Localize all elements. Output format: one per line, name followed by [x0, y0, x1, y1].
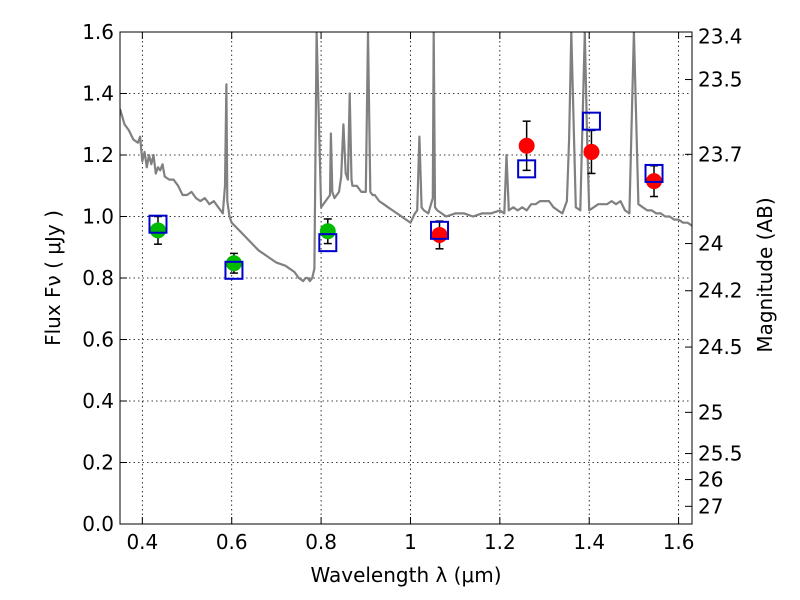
model-square-marker: [581, 111, 601, 131]
x-tick-label: 1: [404, 530, 417, 554]
right-tick-label: 25.5: [698, 442, 743, 466]
axis-ticks: 0.4 0.6 0.8 1 1.2 1.4 1.6 0.0 0.2 0.4 0.6 0.8 1.0 1.2…: [82, 20, 742, 554]
y-tick-label: 0.6: [82, 328, 114, 352]
model-square-marker: [644, 163, 664, 183]
model-square-marker: [148, 214, 168, 234]
right-tick-label: 23.5: [698, 68, 743, 92]
x-axis-label: Wavelength λ (μm): [310, 563, 501, 587]
y-tick-label: 1.4: [82, 82, 114, 106]
right-tick-label: 24.5: [698, 335, 743, 359]
y-tick-label: 0.8: [82, 266, 114, 290]
x-tick-label: 0.4: [126, 530, 158, 554]
model-square-marker: [224, 260, 244, 280]
red-data-point: [518, 137, 535, 154]
model-square-marker: [430, 220, 450, 240]
x-tick-label: 0.8: [305, 530, 337, 554]
right-tick-label: 23.4: [698, 25, 743, 49]
grid-lines: [120, 32, 692, 524]
right-tick-label: 25: [698, 400, 723, 424]
y-tick-label: 1.0: [82, 205, 114, 229]
data-markers: [148, 111, 664, 280]
y-axis-label: Flux Fν ( μJy ): [41, 210, 65, 346]
y-tick-label: 1.6: [82, 20, 114, 44]
model-spectrum: [120, 32, 692, 283]
x-tick-label: 1.6: [663, 530, 695, 554]
green-data-point: [225, 255, 242, 272]
y-tick-label: 0.0: [82, 512, 114, 536]
green-data-point: [319, 223, 336, 240]
y-tick-label: 1.2: [82, 143, 114, 167]
red-data-point: [583, 143, 600, 160]
right-tick-label: 26: [698, 468, 723, 492]
model-square-marker: [517, 159, 537, 179]
y-tick-label: 0.4: [82, 389, 114, 413]
model-square-marker: [318, 233, 338, 253]
right-axis-label: Magnitude (AB): [753, 197, 777, 352]
y-tick-label: 0.2: [82, 451, 114, 475]
red-data-point: [431, 226, 448, 243]
x-tick-label: 1.4: [573, 530, 605, 554]
right-tick-label: 24.2: [698, 279, 743, 303]
right-tick-label: 27: [698, 494, 723, 518]
right-tick-label: 24: [698, 232, 723, 256]
green-data-point: [149, 222, 166, 239]
x-tick-label: 0.6: [216, 530, 248, 554]
spectrum-line: [120, 32, 692, 283]
x-tick-label: 1.2: [484, 530, 516, 554]
right-tick-label: 23.7: [698, 142, 743, 166]
